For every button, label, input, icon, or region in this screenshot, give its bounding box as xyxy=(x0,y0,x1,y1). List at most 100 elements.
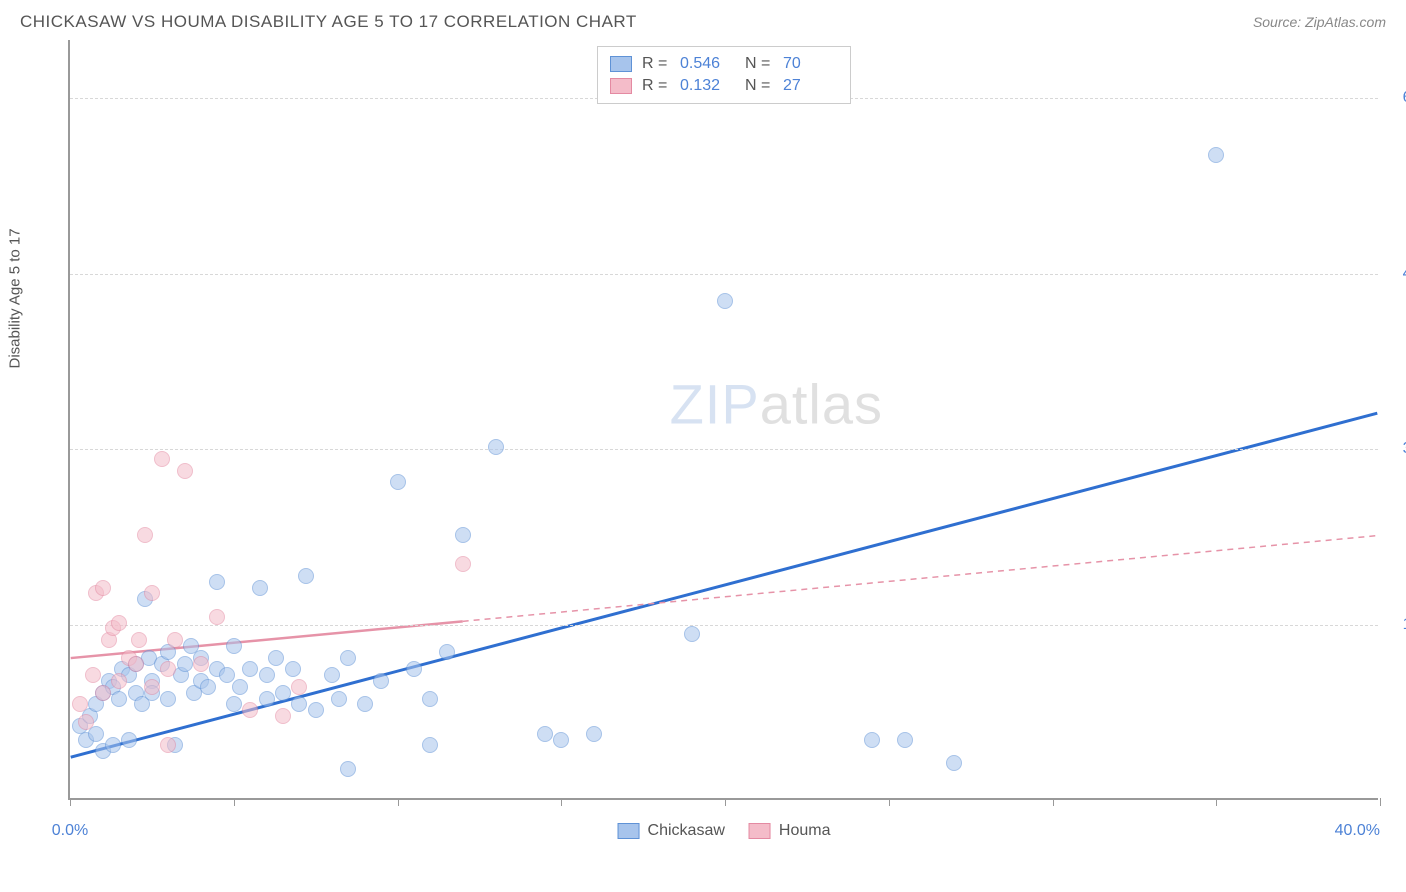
data-point xyxy=(154,451,170,467)
data-point xyxy=(78,714,94,730)
data-point xyxy=(111,615,127,631)
data-point xyxy=(242,702,258,718)
data-point xyxy=(111,673,127,689)
data-point xyxy=(340,761,356,777)
data-point xyxy=(488,439,504,455)
legend-r-label: R = xyxy=(642,77,670,95)
data-point xyxy=(684,626,700,642)
data-point xyxy=(95,580,111,596)
data-point xyxy=(259,667,275,683)
y-tick-label: 30.0% xyxy=(1388,440,1406,458)
data-point xyxy=(406,661,422,677)
data-point xyxy=(946,755,962,771)
data-point xyxy=(177,656,193,672)
legend-swatch xyxy=(610,56,632,72)
data-point xyxy=(1208,147,1224,163)
y-tick-label: 15.0% xyxy=(1388,616,1406,634)
x-tick xyxy=(725,798,726,806)
y-tick-label: 45.0% xyxy=(1388,265,1406,283)
data-point xyxy=(121,732,137,748)
data-point xyxy=(160,737,176,753)
legend-series-label: Chickasaw xyxy=(648,822,725,840)
legend-n-value: 70 xyxy=(783,55,838,73)
data-point xyxy=(226,696,242,712)
data-point xyxy=(160,691,176,707)
data-point xyxy=(95,685,111,701)
x-tick-label: 0.0% xyxy=(52,822,88,840)
data-point xyxy=(275,708,291,724)
data-point xyxy=(105,737,121,753)
data-point xyxy=(864,732,880,748)
data-point xyxy=(439,644,455,660)
data-point xyxy=(242,661,258,677)
legend-n-value: 27 xyxy=(783,77,838,95)
legend-correlation: R = 0.546 N = 70 R = 0.132 N = 27 xyxy=(597,46,851,104)
chart-source: Source: ZipAtlas.com xyxy=(1253,14,1386,30)
x-tick-label: 40.0% xyxy=(1335,822,1380,840)
data-point xyxy=(298,568,314,584)
data-point xyxy=(209,609,225,625)
data-point xyxy=(226,638,242,654)
data-point xyxy=(897,732,913,748)
data-point xyxy=(340,650,356,666)
data-point xyxy=(252,580,268,596)
x-tick xyxy=(1053,798,1054,806)
chart-header: CHICKASAW VS HOUMA DISABILITY AGE 5 TO 1… xyxy=(0,0,1406,40)
legend-swatch xyxy=(610,78,632,94)
data-point xyxy=(324,667,340,683)
x-tick xyxy=(234,798,235,806)
plot-area: ZIPatlas R = 0.546 N = 70 R = 0.132 N = … xyxy=(68,40,1378,800)
watermark: ZIPatlas xyxy=(670,371,883,436)
legend-n-label: N = xyxy=(745,77,773,95)
data-point xyxy=(553,732,569,748)
x-tick xyxy=(1380,798,1381,806)
data-point xyxy=(390,474,406,490)
data-point xyxy=(85,667,101,683)
data-point xyxy=(128,656,144,672)
data-point xyxy=(111,691,127,707)
legend-r-label: R = xyxy=(642,55,670,73)
chart-container: Disability Age 5 to 17 ZIPatlas R = 0.54… xyxy=(20,40,1386,800)
data-point xyxy=(144,585,160,601)
chart-title: CHICKASAW VS HOUMA DISABILITY AGE 5 TO 1… xyxy=(20,12,637,32)
legend-series-item: Houma xyxy=(749,822,831,840)
data-point xyxy=(193,656,209,672)
data-point xyxy=(717,293,733,309)
data-point xyxy=(144,679,160,695)
data-point xyxy=(422,691,438,707)
gridline xyxy=(70,625,1378,626)
data-point xyxy=(373,673,389,689)
data-point xyxy=(308,702,324,718)
data-point xyxy=(259,691,275,707)
data-point xyxy=(177,463,193,479)
data-point xyxy=(357,696,373,712)
gridline xyxy=(70,274,1378,275)
data-point xyxy=(200,679,216,695)
data-point xyxy=(275,685,291,701)
data-point xyxy=(268,650,284,666)
data-point xyxy=(537,726,553,742)
x-tick xyxy=(561,798,562,806)
data-point xyxy=(209,574,225,590)
legend-swatch xyxy=(618,823,640,839)
legend-r-value: 0.546 xyxy=(680,55,735,73)
data-point xyxy=(160,661,176,677)
legend-correlation-row: R = 0.546 N = 70 xyxy=(610,53,838,75)
data-point xyxy=(219,667,235,683)
data-point xyxy=(586,726,602,742)
data-point xyxy=(232,679,248,695)
data-point xyxy=(291,679,307,695)
data-point xyxy=(285,661,301,677)
x-tick xyxy=(1216,798,1217,806)
legend-correlation-row: R = 0.132 N = 27 xyxy=(610,75,838,97)
legend-series-item: Chickasaw xyxy=(618,822,725,840)
x-tick xyxy=(398,798,399,806)
legend-series-label: Houma xyxy=(779,822,831,840)
data-point xyxy=(137,527,153,543)
y-axis-label: Disability Age 5 to 17 xyxy=(7,228,24,368)
y-tick-label: 60.0% xyxy=(1388,89,1406,107)
legend-series: Chickasaw Houma xyxy=(618,822,831,840)
gridline xyxy=(70,449,1378,450)
legend-swatch xyxy=(749,823,771,839)
data-point xyxy=(72,696,88,712)
